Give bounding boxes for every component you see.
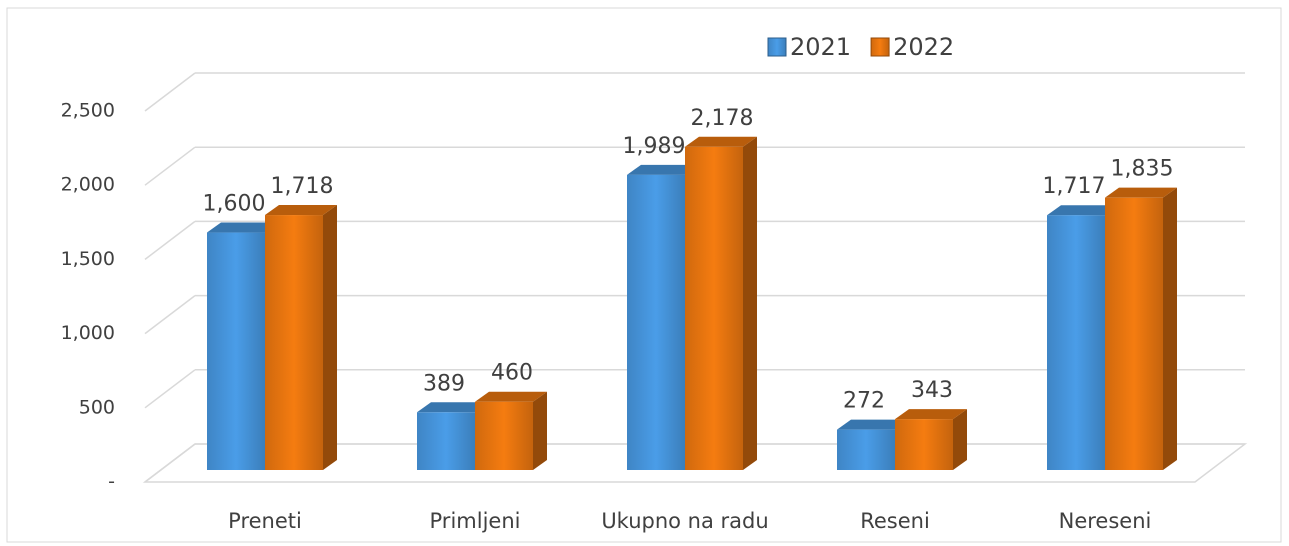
data-label: 2,178 [691,106,754,131]
data-label: 1,600 [203,192,266,217]
bar [475,401,533,470]
x-tick-label: Primljeni [430,509,521,533]
y-tick-label: 1,500 [61,248,115,270]
grid-line-side [144,146,196,186]
legend-label: 2021 [790,33,851,61]
bar-top [685,136,757,147]
x-tick-label: Nereseni [1059,509,1152,533]
grid-line-side [144,72,196,112]
bar [1105,197,1163,470]
bar-side [743,136,757,471]
bar-top [895,409,967,420]
grid-line-side [144,369,196,409]
x-tick-label: Preneti [228,509,302,533]
x-tick-label: Reseni [860,509,930,533]
y-tick-label: 1,000 [61,322,115,344]
bar [685,146,743,471]
legend-swatch [767,37,787,57]
data-label: 1,718 [271,174,334,199]
data-label: 1,989 [623,134,686,159]
bar-top [475,391,547,402]
bar-top [417,402,489,413]
data-label: 272 [843,389,885,414]
data-label: 389 [423,371,465,396]
y-tick-label: - [108,471,115,493]
bar-top [627,164,699,175]
bar [417,412,475,470]
legend-swatch [870,37,890,57]
x-tick-label: Ukupno na radu [601,509,768,533]
bar-top [837,419,909,430]
bar-top [1105,187,1177,198]
bar-side [1163,187,1177,470]
y-tick-label: 2,500 [61,100,115,122]
grid-line-side [144,220,196,260]
y-tick-label: 500 [79,396,115,418]
bar [1047,215,1105,470]
bar [627,174,685,470]
legend-label: 2022 [893,33,954,61]
bar-top [1047,205,1119,216]
bar-top [265,205,337,216]
bar-side [953,409,967,470]
bar [837,429,895,470]
data-label: 1,835 [1111,157,1174,182]
data-label: 460 [491,361,533,386]
y-tick-label: 2,000 [61,174,115,196]
data-label: 1,717 [1043,174,1106,199]
bar-side [323,205,337,470]
grid-line-side [144,443,196,483]
bar [265,215,323,470]
bar-side [533,391,547,470]
data-label: 343 [911,378,953,403]
bar-top [207,222,279,233]
bar [207,232,265,470]
bar [895,419,953,470]
grid-line-side [144,295,196,335]
